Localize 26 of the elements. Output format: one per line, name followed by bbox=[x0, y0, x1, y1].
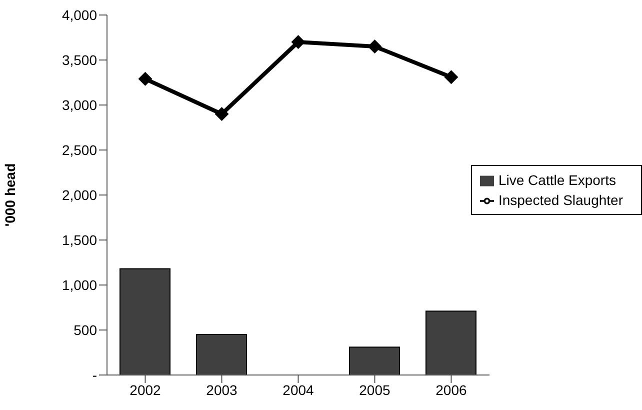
x-tick-label: 2003 bbox=[206, 382, 238, 398]
y-tick-label: 4,000 bbox=[62, 6, 98, 23]
y-tick-label: 2,000 bbox=[62, 186, 98, 203]
x-tick-label: 2002 bbox=[130, 382, 162, 398]
x-tick-label: 2005 bbox=[359, 382, 391, 398]
legend-label: Live Cattle Exports bbox=[498, 172, 616, 188]
bar bbox=[196, 334, 247, 375]
point bbox=[291, 35, 306, 49]
x-tick-label: 2006 bbox=[436, 382, 467, 398]
legend-label: Inspected Slaughter bbox=[498, 192, 623, 208]
point bbox=[444, 70, 458, 84]
bar bbox=[425, 310, 476, 375]
x-tick-label: 2004 bbox=[282, 382, 314, 398]
y-tick-label: - bbox=[92, 366, 98, 383]
bar bbox=[120, 268, 170, 375]
point bbox=[138, 72, 152, 86]
y-tick-label: 2,500 bbox=[62, 142, 98, 158]
y-tick-label: 1,000 bbox=[62, 276, 98, 293]
y-tick-label: 3,500 bbox=[62, 52, 98, 68]
y-tick-label: 1,500 bbox=[62, 232, 98, 248]
y-tick-label: 3,000 bbox=[62, 96, 98, 113]
point bbox=[368, 40, 382, 54]
y-tick-label: 500 bbox=[74, 322, 98, 338]
point bbox=[214, 107, 229, 121]
y-axis-title: '000 head bbox=[2, 163, 18, 227]
bar bbox=[348, 346, 400, 375]
